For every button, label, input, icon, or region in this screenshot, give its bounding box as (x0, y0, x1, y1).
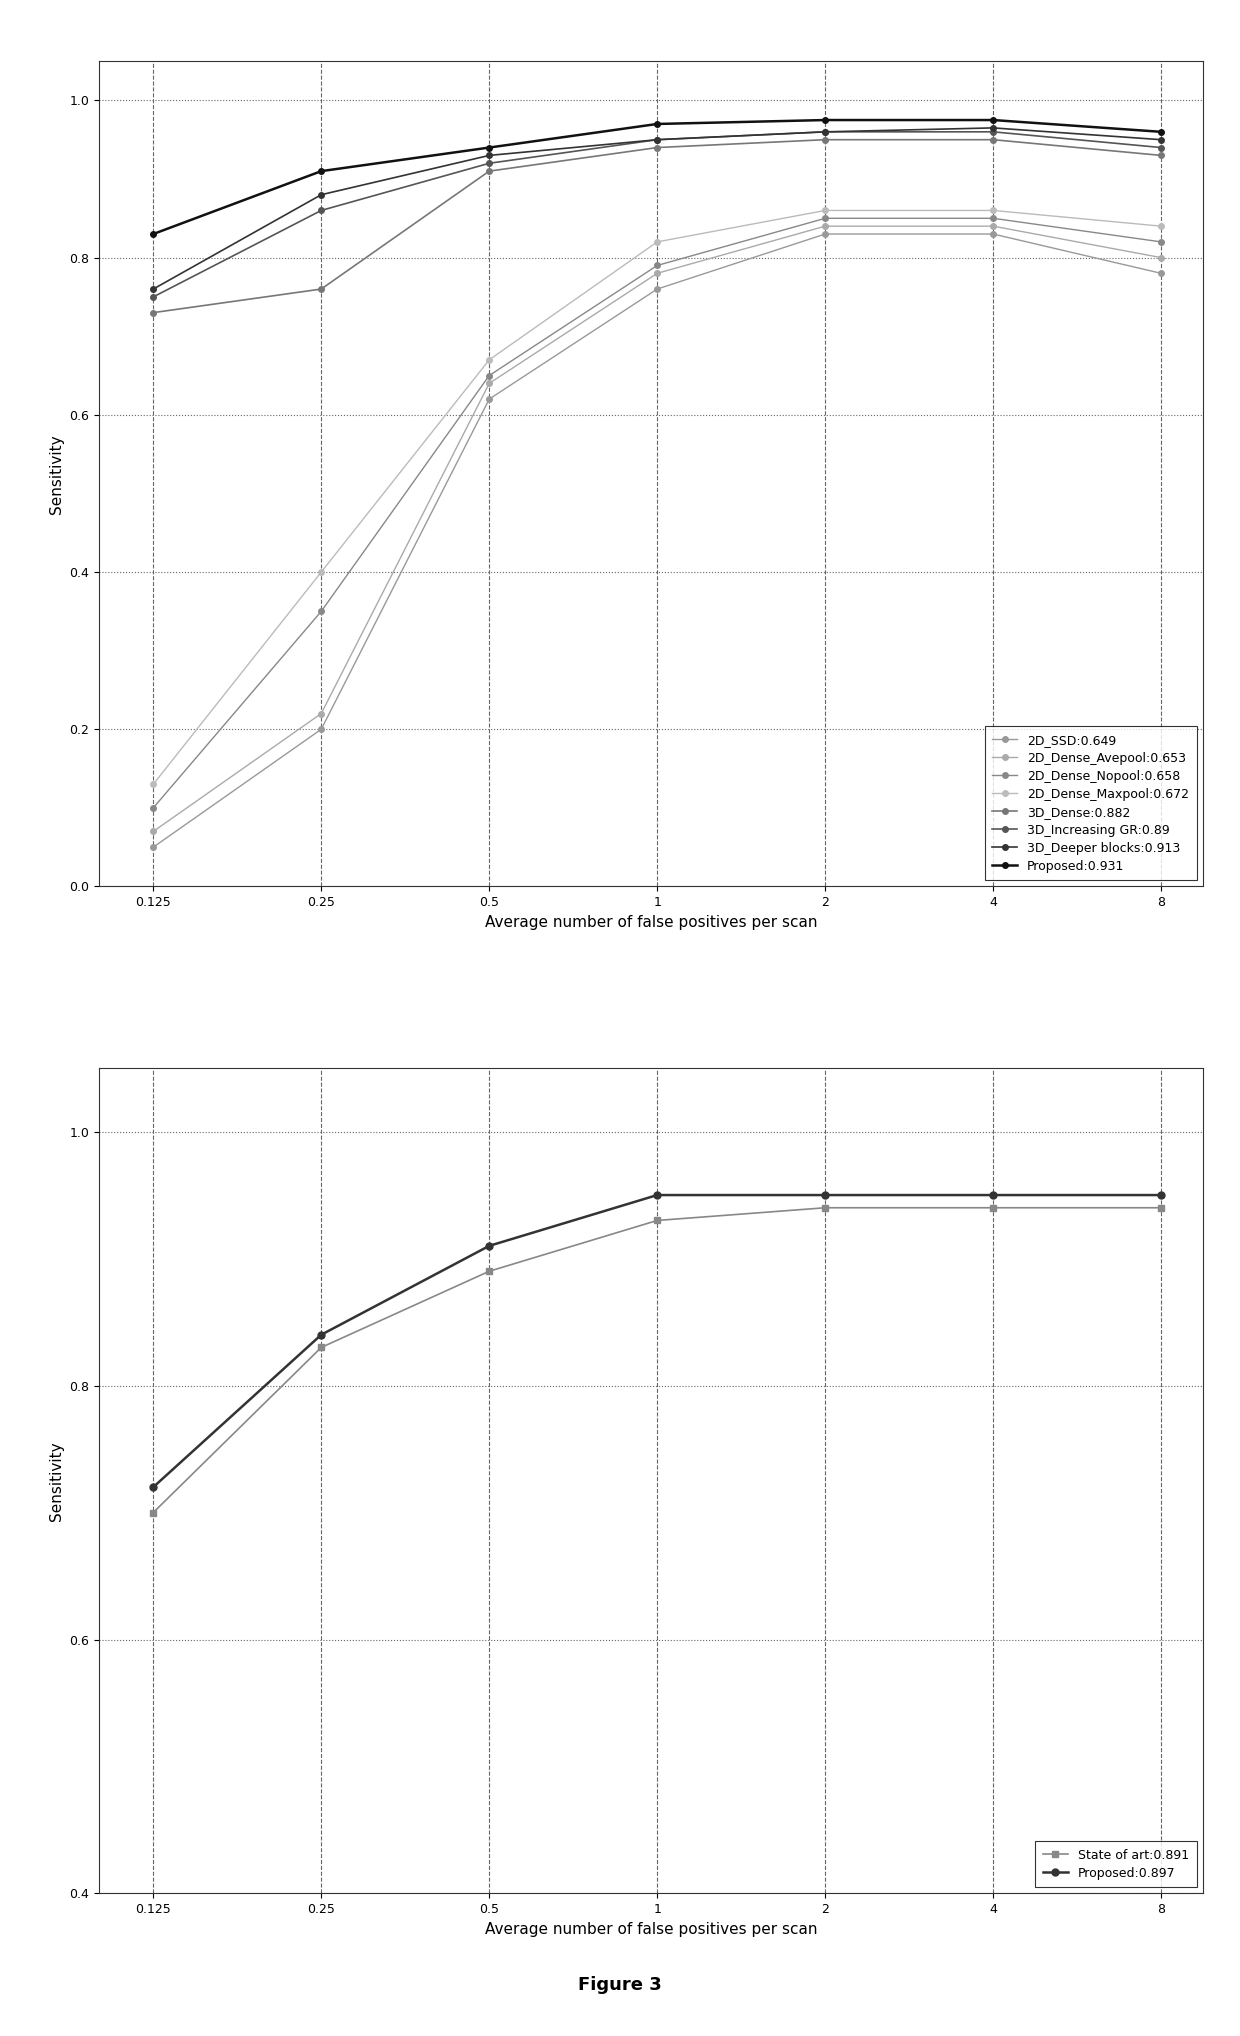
3D_Increasing GR:0.89 (817, 120, 832, 145)
2D_Dense_Nopool:0.658 (1153, 230, 1168, 254)
Text: Figure 3: Figure 3 (578, 1977, 662, 1993)
Line: 2D_Dense_Nopool:0.658: 2D_Dense_Nopool:0.658 (150, 216, 1164, 810)
2D_SSD:0.649 (482, 387, 497, 411)
2D_Dense_Avepool:0.653 (817, 214, 832, 238)
2D_Dense_Maxpool:0.672 (314, 560, 329, 584)
Line: 3D_Increasing GR:0.89: 3D_Increasing GR:0.89 (150, 128, 1164, 299)
Proposed:0.897 (146, 1474, 161, 1498)
3D_Dense:0.882 (314, 277, 329, 301)
2D_SSD:0.649 (986, 222, 1001, 246)
2D_SSD:0.649 (650, 277, 665, 301)
Proposed:0.931 (314, 159, 329, 183)
Line: 3D_Deeper blocks:0.913: 3D_Deeper blocks:0.913 (150, 124, 1164, 291)
2D_SSD:0.649 (146, 835, 161, 859)
2D_Dense_Maxpool:0.672 (650, 230, 665, 254)
3D_Increasing GR:0.89 (314, 197, 329, 222)
3D_Deeper blocks:0.913 (650, 128, 665, 153)
Proposed:0.931 (146, 222, 161, 246)
2D_Dense_Avepool:0.653 (314, 700, 329, 725)
State of art:0.891 (1153, 1195, 1168, 1220)
3D_Dense:0.882 (146, 301, 161, 326)
Proposed:0.897 (650, 1183, 665, 1207)
2D_Dense_Nopool:0.658 (650, 252, 665, 277)
Legend: 2D_SSD:0.649, 2D_Dense_Avepool:0.653, 2D_Dense_Nopool:0.658, 2D_Dense_Maxpool:0.: 2D_SSD:0.649, 2D_Dense_Avepool:0.653, 2D… (985, 727, 1197, 880)
Line: 3D_Dense:0.882: 3D_Dense:0.882 (150, 136, 1164, 316)
Proposed:0.897 (1153, 1183, 1168, 1207)
Y-axis label: Sensitivity: Sensitivity (48, 1441, 64, 1521)
Proposed:0.897 (986, 1183, 1001, 1207)
3D_Deeper blocks:0.913 (986, 116, 1001, 140)
3D_Increasing GR:0.89 (986, 120, 1001, 145)
Line: 2D_SSD:0.649: 2D_SSD:0.649 (150, 232, 1164, 849)
3D_Increasing GR:0.89 (482, 151, 497, 175)
3D_Deeper blocks:0.913 (817, 120, 832, 145)
Legend: State of art:0.891, Proposed:0.897: State of art:0.891, Proposed:0.897 (1035, 1841, 1197, 1887)
State of art:0.891 (986, 1195, 1001, 1220)
2D_SSD:0.649 (1153, 261, 1168, 285)
Proposed:0.897 (817, 1183, 832, 1207)
2D_Dense_Nopool:0.658 (482, 362, 497, 387)
X-axis label: Average number of false positives per scan: Average number of false positives per sc… (485, 914, 817, 930)
2D_Dense_Maxpool:0.672 (1153, 214, 1168, 238)
2D_Dense_Avepool:0.653 (986, 214, 1001, 238)
2D_Dense_Nopool:0.658 (314, 599, 329, 623)
Line: State of art:0.891: State of art:0.891 (150, 1203, 1164, 1517)
2D_Dense_Avepool:0.653 (482, 371, 497, 395)
Line: Proposed:0.931: Proposed:0.931 (150, 118, 1164, 236)
Proposed:0.931 (650, 112, 665, 136)
X-axis label: Average number of false positives per scan: Average number of false positives per sc… (485, 1922, 817, 1936)
2D_SSD:0.649 (314, 717, 329, 741)
Line: 2D_Dense_Maxpool:0.672: 2D_Dense_Maxpool:0.672 (150, 208, 1164, 788)
2D_Dense_Nopool:0.658 (817, 206, 832, 230)
3D_Increasing GR:0.89 (650, 128, 665, 153)
State of art:0.891 (817, 1195, 832, 1220)
2D_Dense_Nopool:0.658 (146, 796, 161, 821)
2D_Dense_Maxpool:0.672 (986, 197, 1001, 222)
3D_Increasing GR:0.89 (146, 285, 161, 309)
3D_Dense:0.882 (1153, 143, 1168, 167)
2D_Dense_Maxpool:0.672 (817, 197, 832, 222)
2D_Dense_Avepool:0.653 (146, 818, 161, 843)
3D_Dense:0.882 (817, 128, 832, 153)
2D_Dense_Avepool:0.653 (650, 261, 665, 285)
3D_Deeper blocks:0.913 (314, 183, 329, 208)
State of art:0.891 (146, 1501, 161, 1525)
3D_Dense:0.882 (650, 134, 665, 159)
Line: Proposed:0.897: Proposed:0.897 (150, 1191, 1164, 1490)
3D_Dense:0.882 (986, 128, 1001, 153)
Line: 2D_Dense_Avepool:0.653: 2D_Dense_Avepool:0.653 (150, 224, 1164, 835)
3D_Increasing GR:0.89 (1153, 134, 1168, 159)
Proposed:0.897 (314, 1323, 329, 1348)
3D_Deeper blocks:0.913 (1153, 128, 1168, 153)
Proposed:0.897 (482, 1234, 497, 1258)
3D_Deeper blocks:0.913 (482, 143, 497, 167)
State of art:0.891 (314, 1336, 329, 1360)
Proposed:0.931 (1153, 120, 1168, 145)
2D_Dense_Nopool:0.658 (986, 206, 1001, 230)
3D_Deeper blocks:0.913 (146, 277, 161, 301)
Proposed:0.931 (817, 108, 832, 132)
2D_SSD:0.649 (817, 222, 832, 246)
3D_Dense:0.882 (482, 159, 497, 183)
2D_Dense_Maxpool:0.672 (146, 772, 161, 796)
Proposed:0.931 (482, 134, 497, 159)
State of art:0.891 (482, 1258, 497, 1283)
2D_Dense_Avepool:0.653 (1153, 246, 1168, 271)
Y-axis label: Sensitivity: Sensitivity (48, 434, 64, 513)
Proposed:0.931 (986, 108, 1001, 132)
2D_Dense_Maxpool:0.672 (482, 348, 497, 373)
State of art:0.891 (650, 1207, 665, 1232)
